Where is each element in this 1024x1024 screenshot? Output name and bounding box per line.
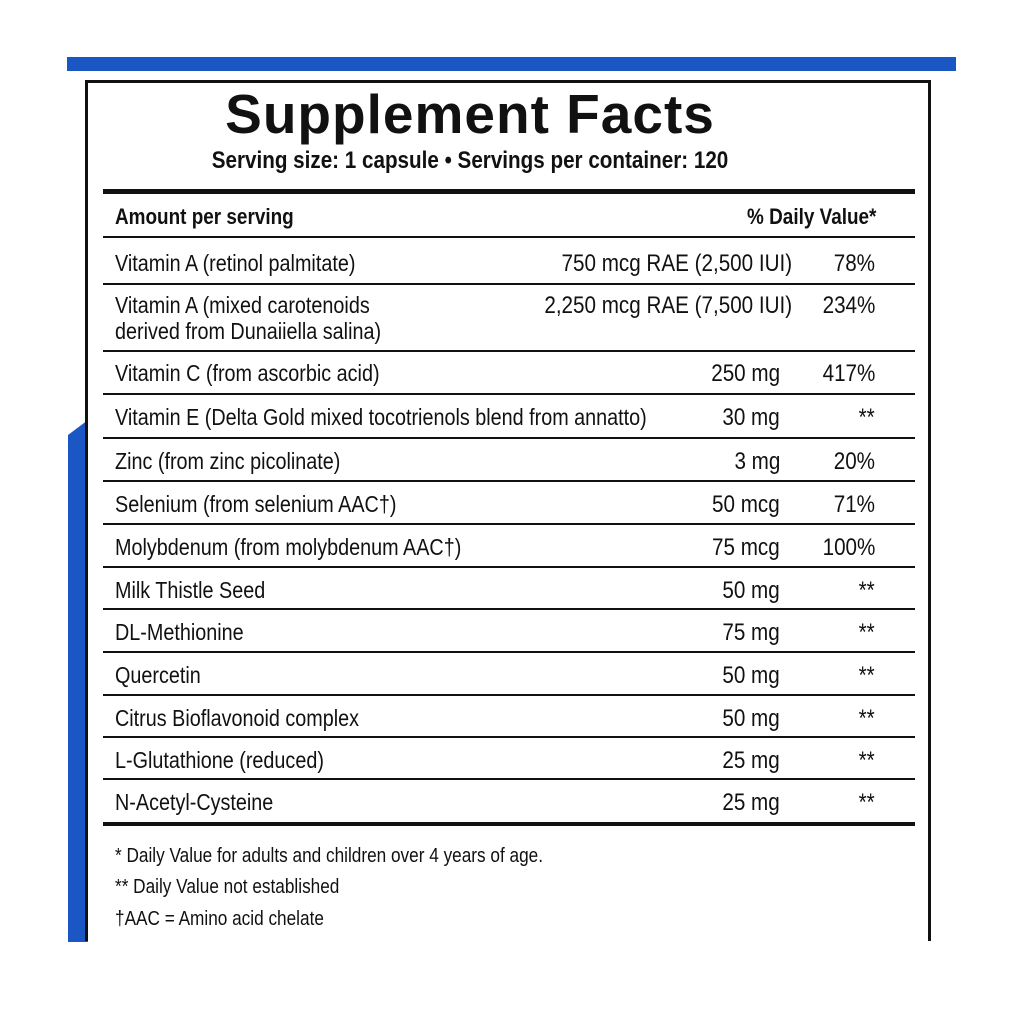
nutrient-name: Molybdenum (from molybdenum AAC†) (115, 534, 462, 560)
nutrient-name: DL-Methionine (115, 619, 244, 645)
row-divider (103, 736, 915, 738)
row-divider (103, 283, 915, 285)
nutrient-name: Vitamin E (Delta Gold mixed tocotrienols… (115, 404, 647, 430)
row-divider (103, 608, 915, 610)
footnote: ** Daily Value not established (115, 876, 340, 898)
nutrient-name: Milk Thistle Seed (115, 577, 266, 603)
title: Supplement Facts (225, 83, 715, 145)
rule (103, 236, 915, 238)
daily-value: 71% (833, 491, 875, 518)
nutrient-name: Vitamin A (mixed carotenoids derived fro… (115, 292, 382, 345)
row-divider (103, 437, 915, 439)
label-box (85, 80, 931, 941)
daily-value: ** (858, 662, 875, 689)
daily-value: ** (858, 705, 875, 732)
amount: 50 mg (722, 705, 780, 732)
row-divider (103, 523, 915, 525)
amount: 250 mg (711, 360, 780, 387)
amount: 50 mg (722, 577, 780, 604)
daily-value: ** (858, 619, 875, 646)
daily-value: 417% (822, 360, 875, 387)
rule (103, 189, 915, 194)
nutrient-name: Vitamin A (retinol palmitate) (115, 250, 356, 276)
nutrient-name: Quercetin (115, 662, 201, 688)
daily-value: 100% (822, 534, 875, 561)
nutrient-name: Selenium (from selenium AAC†) (115, 491, 397, 517)
footnote: †AAC = Amino acid chelate (115, 908, 324, 930)
daily-value: ** (858, 404, 875, 431)
blue-band (67, 57, 956, 71)
nutrient-name: N-Acetyl-Cysteine (115, 789, 274, 815)
rule (103, 822, 915, 826)
footnote: * Daily Value for adults and children ov… (115, 845, 544, 867)
daily-value: 78% (833, 250, 875, 277)
amount: 25 mg (722, 789, 780, 816)
column-header: Amount per serving (115, 204, 294, 229)
row-divider (103, 651, 915, 653)
amount: 75 mcg (712, 534, 780, 561)
row-divider (103, 694, 915, 696)
nutrient-name: Citrus Bioflavonoid complex (115, 705, 360, 731)
serving-info: Serving size: 1 capsule • Servings per c… (211, 147, 729, 174)
amount: 75 mg (722, 619, 780, 646)
amount: 2,250 mcg RAE (7,500 IUI) (544, 292, 792, 319)
amount: 30 mg (722, 404, 780, 431)
daily-value: ** (858, 747, 875, 774)
daily-value: ** (858, 577, 875, 604)
amount: 50 mg (722, 662, 780, 689)
amount: 750 mcg RAE (2,500 IUI) (561, 250, 792, 277)
nutrient-name: Zinc (from zinc picolinate) (115, 448, 341, 474)
row-divider (103, 350, 915, 352)
amount: 25 mg (722, 747, 780, 774)
blue-edge (68, 420, 88, 942)
row-divider (103, 393, 915, 395)
nutrient-name: Vitamin C (from ascorbic acid) (115, 360, 380, 386)
amount: 3 mg (734, 448, 780, 475)
column-header: % Daily Value* (746, 204, 876, 229)
daily-value: 234% (822, 292, 875, 319)
amount: 50 mcg (712, 491, 780, 518)
daily-value: ** (858, 789, 875, 816)
row-divider (103, 778, 915, 780)
row-divider (103, 480, 915, 482)
nutrient-name: L-Glutathione (reduced) (115, 747, 324, 773)
row-divider (103, 566, 915, 568)
daily-value: 20% (833, 448, 875, 475)
